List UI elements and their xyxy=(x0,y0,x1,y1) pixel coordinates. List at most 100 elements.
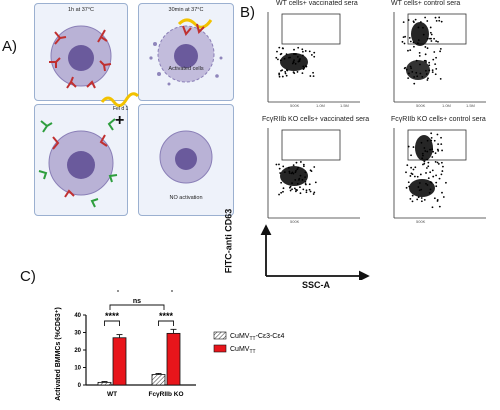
legend-swatch-1 xyxy=(213,344,227,353)
axis-arrows xyxy=(260,224,370,280)
flow-event-dot xyxy=(427,165,430,168)
flow-event-dot xyxy=(418,51,421,54)
flow-event-dot xyxy=(432,175,435,178)
flow-event-dot xyxy=(419,173,422,176)
blocked-cell-illustration xyxy=(38,118,118,208)
flow-event-dot xyxy=(277,58,279,61)
flow-event-dot xyxy=(429,148,431,151)
flow-event-dot xyxy=(435,40,438,43)
flow-event-dot xyxy=(280,181,283,184)
x-tick-1-5m-2: 1.5M xyxy=(466,103,475,108)
flow-event-dot xyxy=(278,46,281,49)
flow-event-dot xyxy=(280,52,283,55)
flow-event-dot xyxy=(282,190,284,193)
flow-event-dot xyxy=(423,147,426,149)
flow-event-dot xyxy=(425,172,427,174)
flow-event-dot xyxy=(417,26,420,29)
significance-brackets: ********nsns xyxy=(104,290,174,326)
flow-event-dot xyxy=(312,193,315,195)
flow-event-dot xyxy=(304,181,307,183)
flow-event-dot xyxy=(441,191,443,194)
flow-event-dot xyxy=(278,75,281,78)
flow-event-dot xyxy=(437,143,440,146)
flow-event-dot xyxy=(434,63,437,66)
flow-event-dot xyxy=(445,181,447,184)
flow-event-dot xyxy=(275,163,278,166)
flow-event-dot xyxy=(407,181,410,184)
flow-event-dot xyxy=(430,132,433,135)
flow-event-dot xyxy=(440,143,443,146)
flow-event-dot xyxy=(299,186,301,189)
flow-event-dot xyxy=(290,172,293,175)
flow-event-dot xyxy=(296,168,299,171)
flow-event-dot xyxy=(282,165,285,168)
y-tick-label: 30 xyxy=(74,331,81,337)
flow-event-dot xyxy=(440,20,443,23)
flow-event-dot xyxy=(426,47,429,50)
y-tick-label: 20 xyxy=(74,348,81,354)
flow-event-dot xyxy=(432,150,435,153)
flow-event-dot xyxy=(416,42,419,45)
flow-event-dot xyxy=(437,40,439,43)
flow-event-dot xyxy=(404,66,407,69)
flow-event-dot xyxy=(278,163,280,166)
legend-swatch-0 xyxy=(213,331,227,340)
flow-event-dot xyxy=(426,139,429,142)
flow-event-dot xyxy=(433,197,436,200)
flow-event-dot xyxy=(302,165,305,168)
flow-event-dot xyxy=(428,61,431,64)
flow-event-dot xyxy=(410,172,413,175)
flow-event-dot xyxy=(422,154,424,157)
flow-event-dot xyxy=(436,161,439,164)
flow-event-dot xyxy=(420,197,423,199)
flow-event-dot xyxy=(426,184,429,186)
gate-box xyxy=(281,129,341,161)
flow-event-dot xyxy=(431,69,434,72)
flow-plot-title-2: WT cells+ control sera xyxy=(391,0,461,7)
no-activation-label: NO activation xyxy=(169,195,203,201)
x-category-label: WT xyxy=(107,391,117,398)
flow-event-dot xyxy=(313,51,316,54)
flow-event-dot xyxy=(293,187,296,190)
flow-event-dot xyxy=(426,79,429,81)
flow-event-dot xyxy=(405,186,408,189)
flow-event-dot xyxy=(413,82,416,85)
flow-plot-1 xyxy=(267,12,360,103)
y-tick-label: 40 xyxy=(74,313,81,319)
flow-event-dot xyxy=(411,200,414,203)
flow-event-dot xyxy=(433,51,436,53)
panel-c-letter: C) xyxy=(20,268,36,285)
flow-event-dot xyxy=(409,175,412,177)
gate-box xyxy=(407,129,467,161)
flow-plot-2 xyxy=(393,12,486,103)
flow-event-dot xyxy=(438,19,441,22)
significance-label: ns xyxy=(133,298,141,305)
flow-event-dot xyxy=(404,35,407,38)
flow-event-dot xyxy=(441,170,444,172)
flow-event-dot xyxy=(435,181,438,184)
flow-event-dot xyxy=(417,39,420,41)
flow-event-dot xyxy=(408,185,411,188)
flow-event-dot xyxy=(440,136,442,139)
bar-0-0 xyxy=(97,381,112,386)
flow-event-dot xyxy=(435,56,437,59)
flow-event-dot xyxy=(419,63,421,66)
flow-plot-title-1: WT cells+ vaccinated sera xyxy=(276,0,358,7)
legend: CuMVTT-Cε3-Cε4 CuMVTT xyxy=(213,331,284,355)
flow-event-dot xyxy=(301,72,304,74)
flow-event-dot xyxy=(299,192,302,195)
significance-bracket xyxy=(104,320,120,326)
flow-event-dot xyxy=(407,19,410,21)
flow-event-dot xyxy=(283,57,286,60)
flow-event-dot xyxy=(412,146,415,148)
flow-event-dot xyxy=(409,49,412,52)
flow-event-dot xyxy=(302,163,305,166)
flow-event-dot xyxy=(305,191,308,194)
flow-event-dot xyxy=(429,31,432,34)
flow-event-dot xyxy=(423,59,426,62)
flow-event-dot xyxy=(412,20,415,23)
significance-label: **** xyxy=(105,311,120,321)
x-tick-500k-4: 500K xyxy=(416,219,426,224)
flow-event-dot xyxy=(288,170,291,173)
flow-event-dot xyxy=(299,161,302,163)
